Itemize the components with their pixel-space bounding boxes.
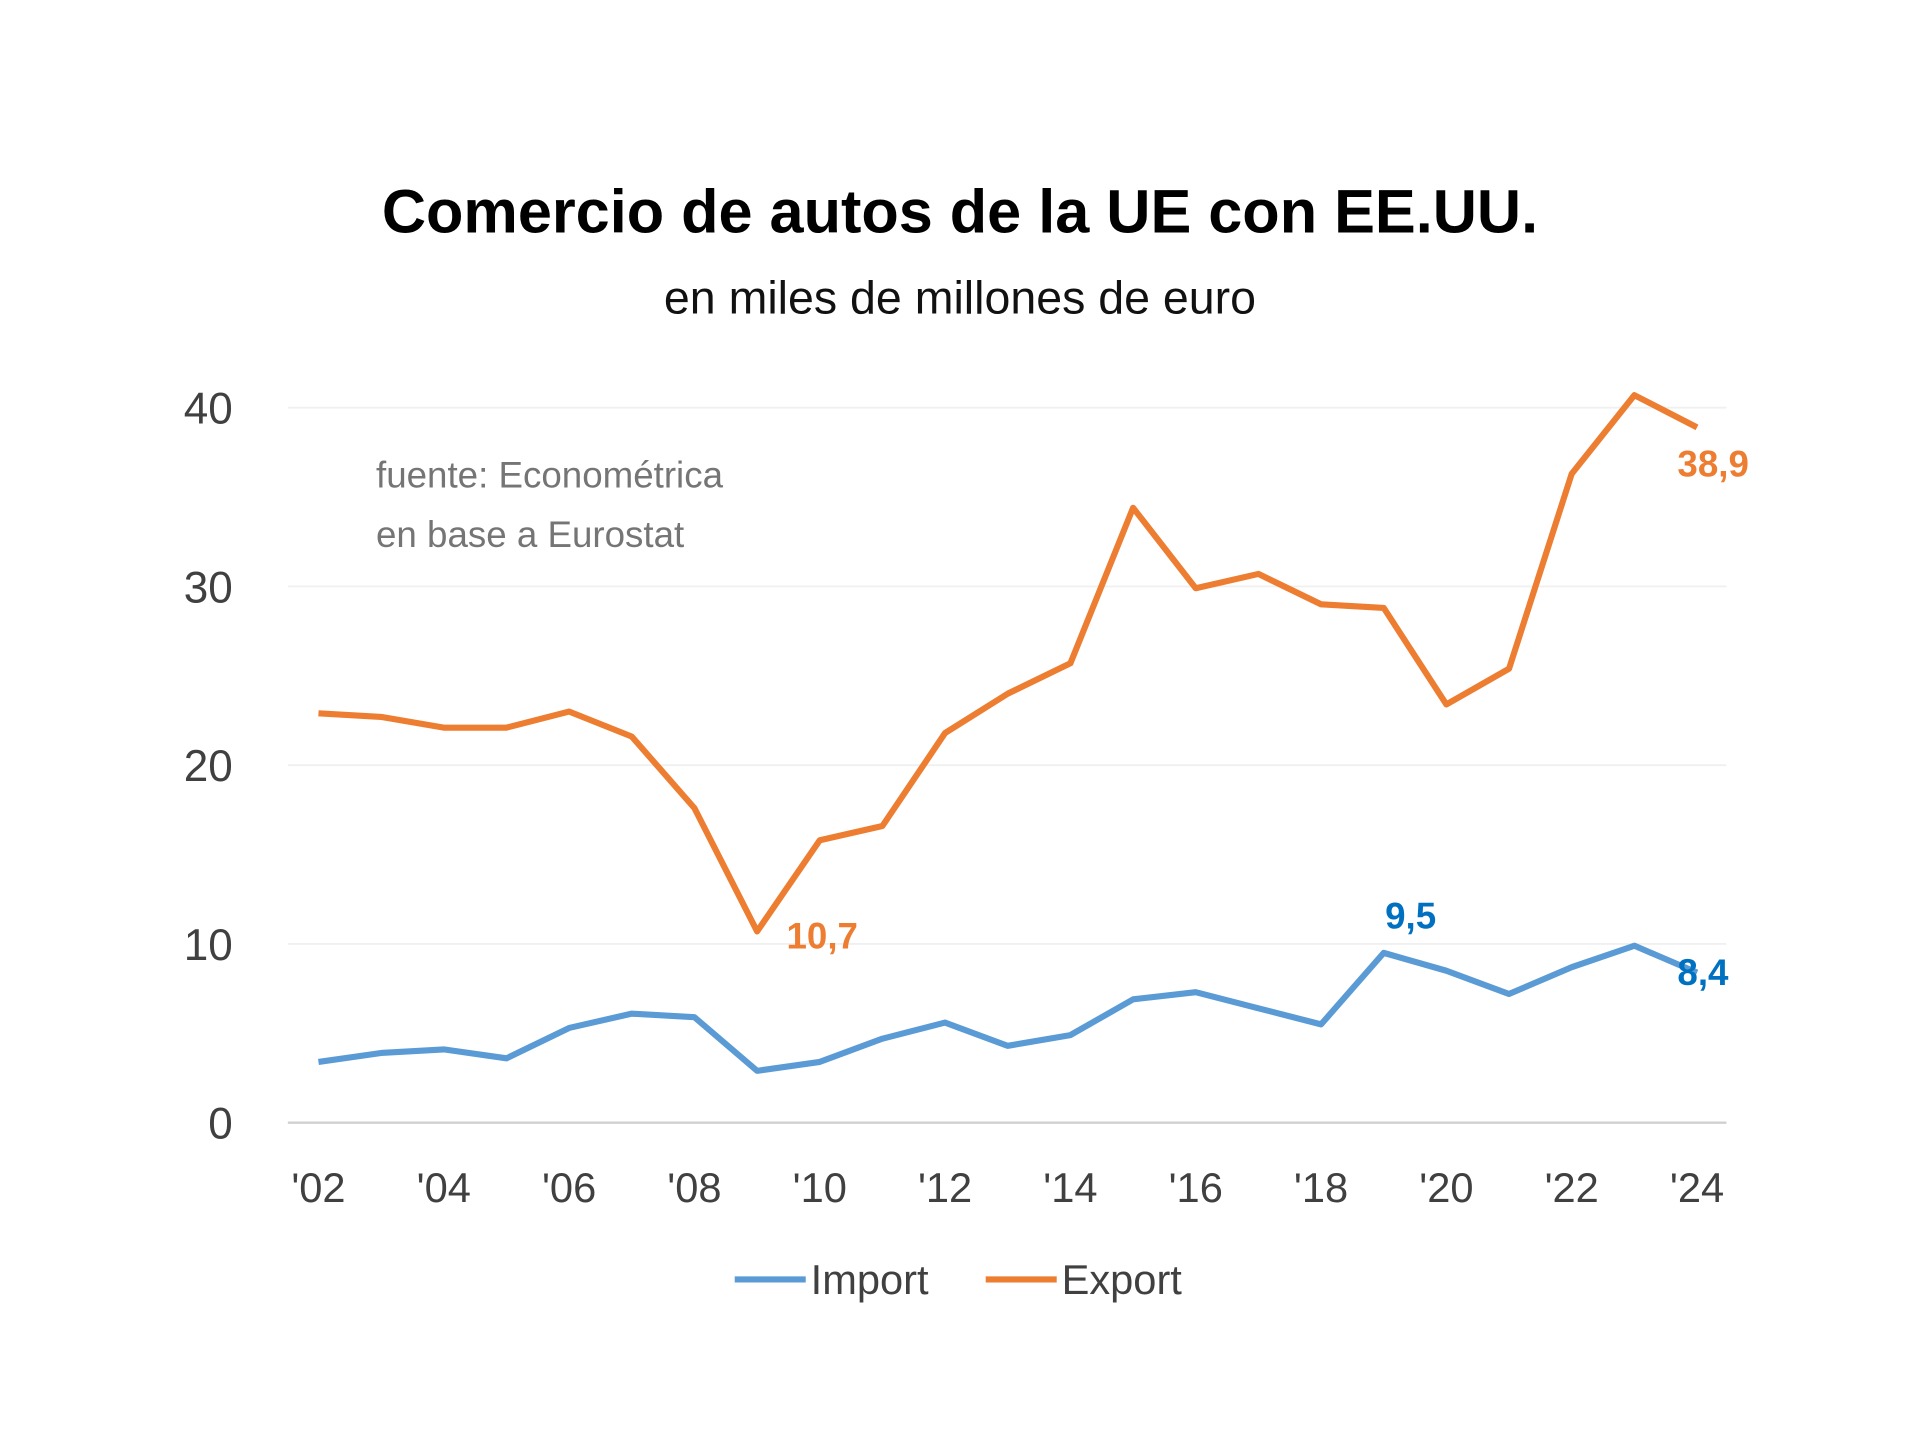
data-label: 8,4 [1677,952,1729,993]
data-label: 10,7 [786,916,857,957]
data-label: 38,9 [1677,443,1748,484]
x-tick-label: '14 [1043,1164,1097,1211]
x-tick-label: '20 [1419,1164,1473,1211]
y-tick-label: 30 [184,563,233,612]
x-tick-label: '12 [918,1164,972,1211]
legend-label-import: Import [811,1256,929,1303]
x-tick-label: '08 [667,1164,721,1211]
x-tick-label: '10 [793,1164,847,1211]
x-tick-label: '06 [542,1164,596,1211]
y-tick-label: 0 [208,1100,233,1149]
data-label: 9,5 [1385,895,1436,936]
x-tick-label: '22 [1545,1164,1599,1211]
x-tick-label: '04 [417,1164,471,1211]
source-note-line-2: en base a Eurostat [376,514,684,555]
y-tick-label: 20 [184,742,233,791]
y-tick-label: 10 [184,921,233,970]
x-tick-label: '24 [1670,1164,1724,1211]
legend-label-export: Export [1062,1256,1183,1303]
chart-title: Comercio de autos de la UE con EE.UU. [382,178,1538,246]
x-tick-label: '18 [1294,1164,1348,1211]
y-tick-label: 40 [184,385,233,434]
source-note-line-1: fuente: Econométrica [376,454,724,495]
x-tick-label: '16 [1169,1164,1223,1211]
series-line-import [318,942,1699,1074]
x-tick-label: '02 [291,1164,345,1211]
legend: Import Export [734,1256,1183,1303]
chart-subtitle: en miles de millones de euro [664,271,1256,323]
